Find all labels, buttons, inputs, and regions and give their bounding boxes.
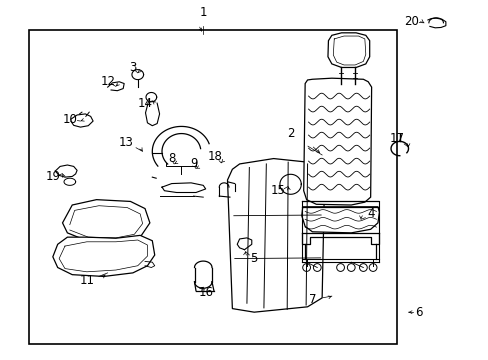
- Polygon shape: [53, 235, 154, 276]
- Text: 5: 5: [250, 252, 257, 265]
- Text: 6: 6: [415, 306, 422, 319]
- Text: 11: 11: [79, 274, 94, 287]
- Text: 8: 8: [168, 152, 175, 165]
- Text: 15: 15: [270, 184, 285, 197]
- Text: 20: 20: [404, 14, 419, 27]
- Text: 4: 4: [366, 207, 374, 220]
- Polygon shape: [301, 207, 379, 233]
- Text: 19: 19: [45, 170, 60, 183]
- Bar: [28, 30, 397, 344]
- Polygon shape: [227, 158, 324, 312]
- Text: 12: 12: [101, 75, 116, 88]
- Text: 2: 2: [286, 127, 294, 140]
- Text: 1: 1: [199, 6, 206, 19]
- Text: 13: 13: [118, 136, 133, 149]
- Text: 17: 17: [389, 132, 404, 145]
- Text: 9: 9: [189, 157, 197, 170]
- Text: 10: 10: [62, 113, 77, 126]
- Text: 18: 18: [207, 150, 223, 163]
- Polygon shape: [303, 78, 371, 205]
- Text: 3: 3: [129, 61, 136, 74]
- Polygon shape: [327, 33, 369, 67]
- Text: 16: 16: [198, 286, 213, 299]
- Polygon shape: [62, 200, 150, 242]
- Text: 7: 7: [308, 293, 316, 306]
- Text: 14: 14: [137, 97, 152, 110]
